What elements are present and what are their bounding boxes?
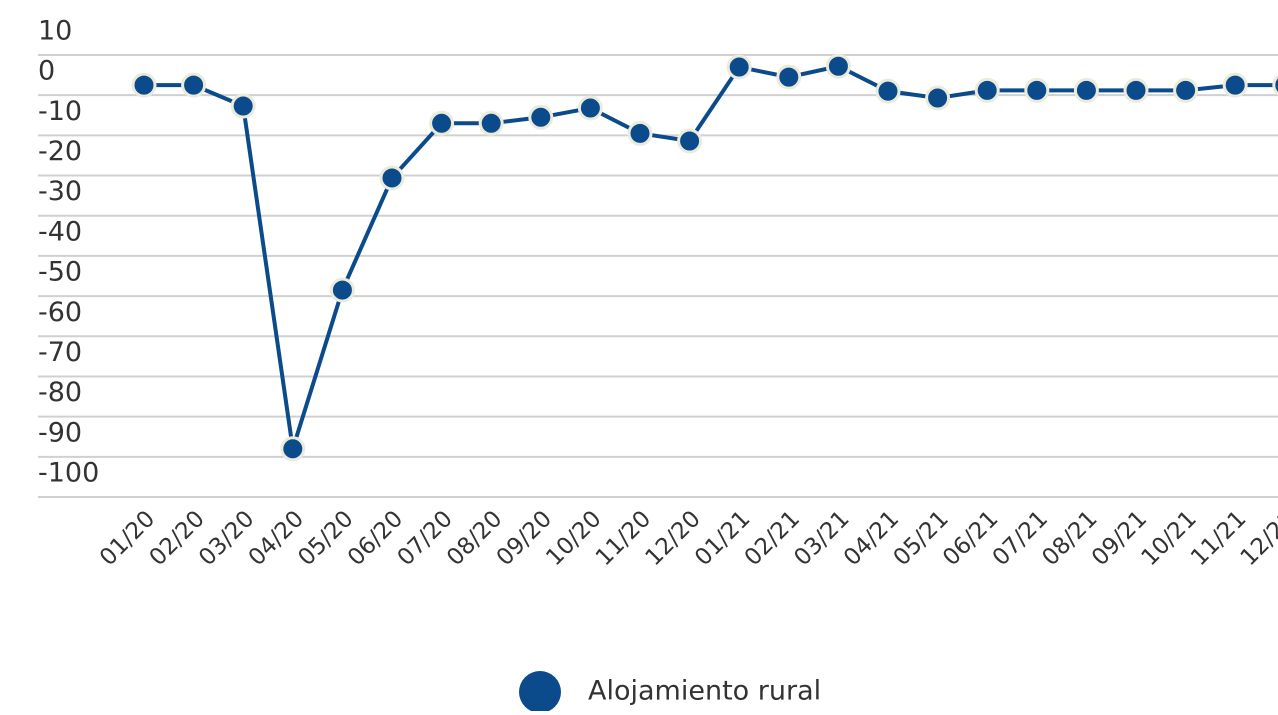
y-tick-label: 0: [38, 56, 55, 87]
y-tick-label: -40: [38, 216, 82, 247]
x-tick-label: 07/21: [988, 506, 1053, 571]
point: [528, 104, 554, 130]
x-tick-label: 08/21: [1037, 506, 1102, 571]
y-tick-label: -30: [38, 176, 82, 207]
point: [925, 85, 951, 111]
point: [627, 120, 653, 146]
point: [1073, 77, 1099, 103]
point: [825, 53, 851, 79]
y-tick-label: 10: [38, 16, 72, 47]
x-tick-label: 04/20: [244, 506, 309, 571]
point: [181, 72, 207, 98]
y-tick-label: -70: [38, 337, 82, 368]
x-tick-label: 01/20: [95, 506, 160, 571]
legend-marker: [519, 671, 561, 713]
y-tick-label: -60: [38, 297, 82, 328]
x-tick-label: 06/20: [343, 506, 408, 571]
point: [478, 110, 504, 136]
point: [131, 72, 157, 98]
x-tick-label: 02/21: [740, 506, 805, 571]
point: [776, 64, 802, 90]
point: [677, 128, 703, 154]
x-tick-label: 05/21: [889, 506, 954, 571]
x-tick-label: 10/21: [1137, 506, 1202, 571]
x-tick-label: 11/20: [591, 506, 656, 571]
x-tick-label: 09/21: [1087, 506, 1152, 571]
point: [429, 110, 455, 136]
x-tick-label: 01/21: [690, 506, 755, 571]
x-tick-label: 07/20: [393, 506, 458, 571]
y-tick-label: -50: [38, 257, 82, 288]
point: [875, 78, 901, 104]
x-tick-label: 06/21: [938, 506, 1003, 571]
point: [1272, 74, 1278, 96]
y-tick-label: -100: [38, 458, 99, 489]
x-tick-label: 09/20: [492, 506, 557, 571]
legend-label: Alojamiento rural: [588, 676, 821, 707]
y-tick-label: -90: [38, 417, 82, 448]
point: [280, 436, 306, 462]
point: [1024, 77, 1050, 103]
x-tick-label: 08/20: [442, 506, 507, 571]
point: [1123, 77, 1149, 103]
point: [379, 165, 405, 191]
x-tick-label: 03/21: [789, 506, 854, 571]
x-tick-label: 03/20: [194, 506, 259, 571]
x-tick-label: 12/20: [641, 506, 706, 571]
x-tick-label: 04/21: [839, 506, 904, 571]
point: [1173, 77, 1199, 103]
x-tick-label: 02/20: [145, 506, 210, 571]
x-tick-label: 10/20: [541, 506, 606, 571]
point: [329, 277, 355, 303]
y-tick-label: -10: [38, 96, 82, 127]
point: [726, 54, 752, 80]
x-tick-label: 05/20: [293, 506, 358, 571]
y-tick-label: -20: [38, 136, 82, 167]
y-tick-label: -80: [38, 377, 82, 408]
point: [1222, 72, 1248, 98]
point: [577, 95, 603, 121]
point: [230, 93, 256, 119]
point: [974, 77, 1000, 103]
x-tick-label: 11/21: [1186, 506, 1251, 571]
line: [144, 64, 1278, 450]
